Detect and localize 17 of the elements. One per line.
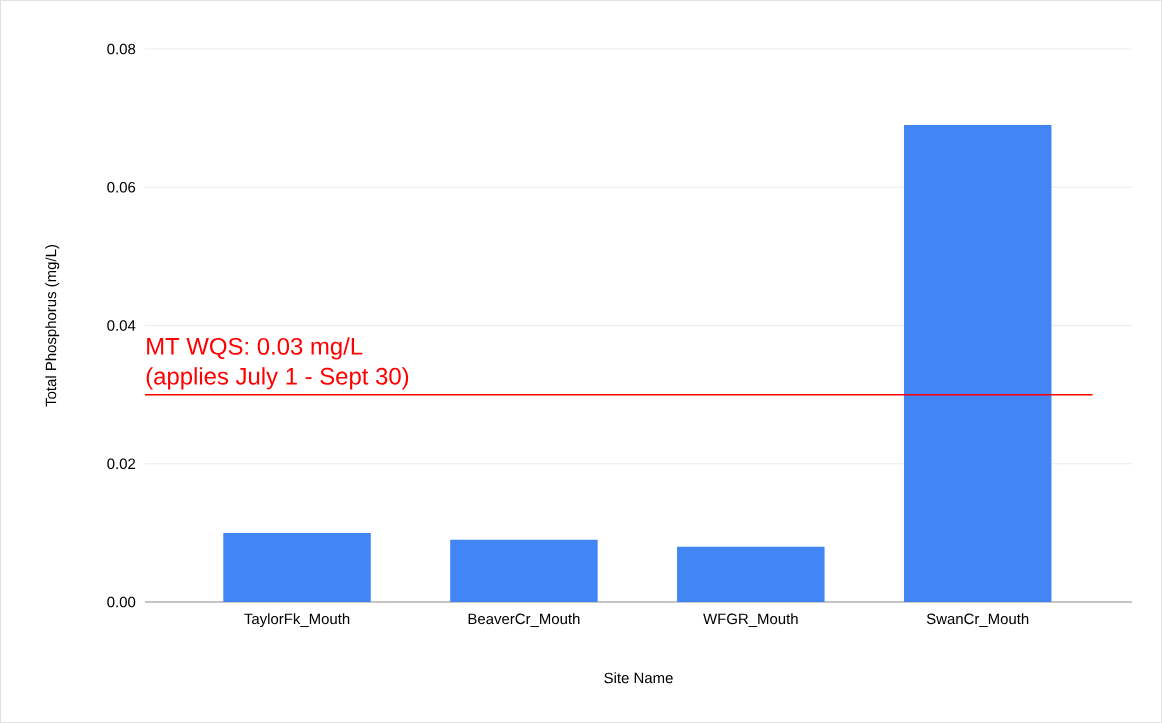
x-tick-label: TaylorFk_Mouth bbox=[244, 613, 350, 628]
y-axis-title: Total Phosphorus (mg/L) bbox=[45, 245, 60, 407]
y-tick-label: 0.06 bbox=[107, 181, 136, 193]
annotation: (applies July 1 - Sept 30) bbox=[146, 367, 409, 390]
bar bbox=[903, 125, 1052, 602]
y-tick-label: 0.02 bbox=[107, 458, 136, 470]
x-tick-label: WFGR_Mouth bbox=[703, 613, 798, 627]
ref-line-label: MT WQS: 0.03 mg/L bbox=[147, 337, 363, 360]
y-tick-label: 0.00 bbox=[107, 596, 136, 608]
x-tick-label: SwanCr_Mouth bbox=[926, 613, 1029, 627]
y-tick-label: 0.08 bbox=[107, 43, 136, 55]
bar bbox=[450, 539, 598, 602]
x-tick-label: BeaverCr_Mouth bbox=[468, 613, 580, 627]
bar bbox=[677, 546, 825, 602]
x-axis-title: Site Name bbox=[604, 672, 673, 684]
y-tick-label: 0.04 bbox=[107, 320, 136, 331]
bar bbox=[223, 532, 371, 602]
